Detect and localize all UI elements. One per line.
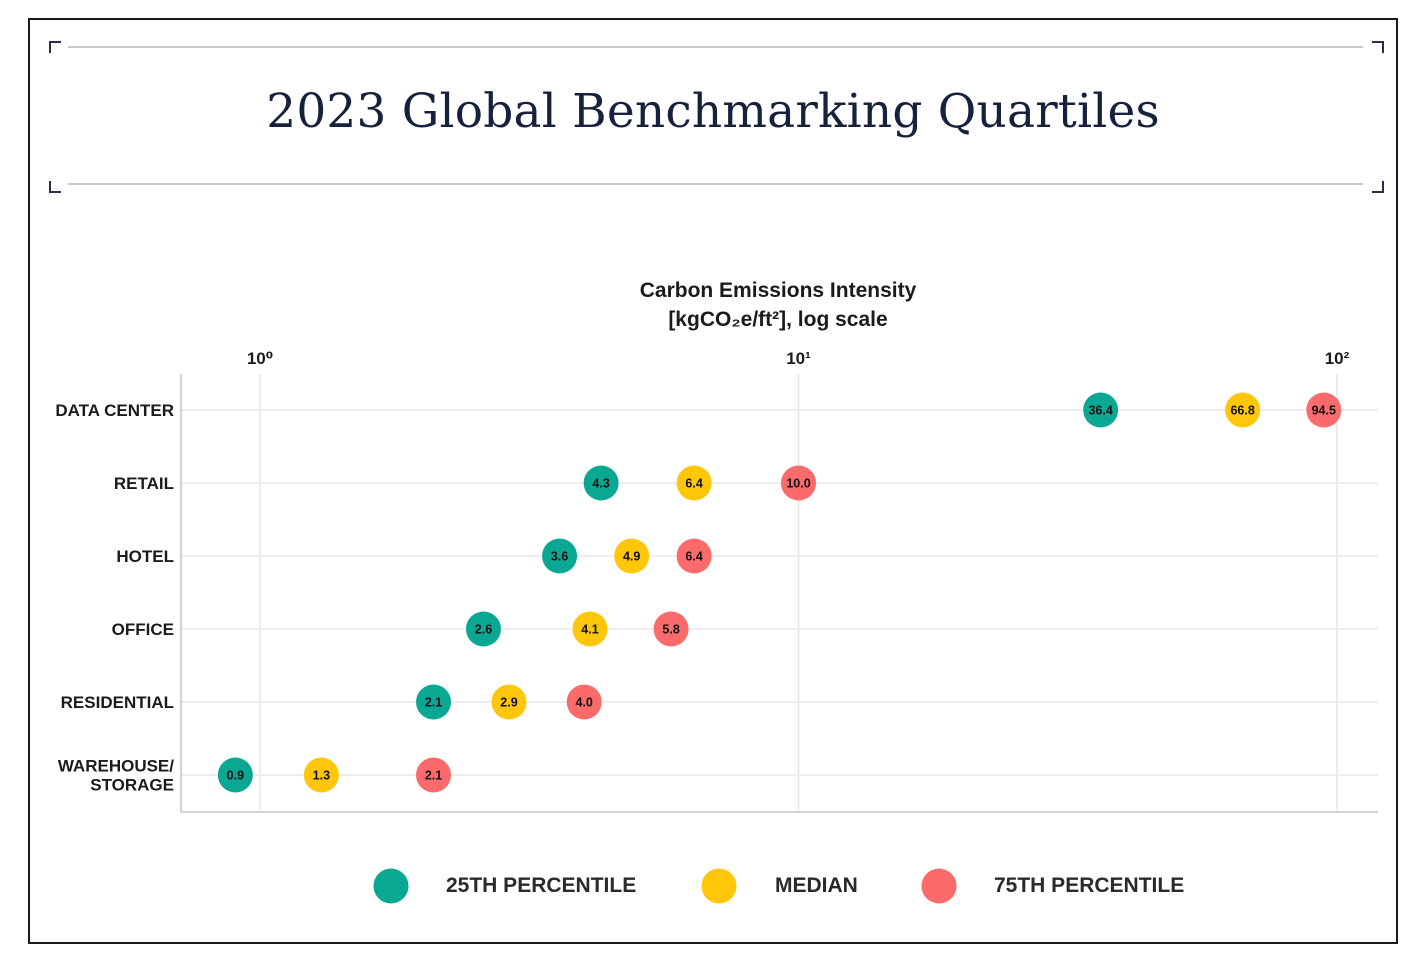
x-tick-label: 10⁰: [247, 349, 273, 368]
data-point: [676, 538, 712, 574]
data-label: 2.6: [475, 623, 492, 637]
data-point: [572, 611, 608, 647]
page-title: 2023 Global Benchmarking Quartiles: [266, 84, 1160, 139]
data-point: [217, 757, 253, 793]
axis-title: Carbon Emissions Intensity [kgCO₂e/ft²],…: [640, 279, 917, 331]
category-label: RESIDENTIAL: [61, 693, 174, 712]
data-label: 4.1: [581, 623, 598, 637]
data-point: [676, 465, 712, 501]
legend-label: MEDIAN: [775, 874, 858, 897]
axis-title-line-1: Carbon Emissions Intensity: [640, 279, 917, 302]
category-label: RETAIL: [114, 474, 174, 493]
data-point: [566, 684, 602, 720]
data-label: 1.3: [313, 769, 330, 783]
data-label: 66.8: [1230, 404, 1254, 418]
data-point: [583, 465, 619, 501]
legend-marker: [701, 868, 737, 904]
data-label: 2.1: [425, 769, 442, 783]
title-rule-top: [68, 46, 1363, 48]
category-label: OFFICE: [112, 620, 174, 639]
legend-label: 25TH PERCENTILE: [446, 874, 636, 897]
data-point: [1306, 392, 1342, 428]
title-rule-bottom: [68, 183, 1363, 185]
legend-marker: [921, 868, 957, 904]
x-tick-label: 10²: [1325, 349, 1350, 368]
data-point: [303, 757, 339, 793]
legend-marker: [373, 868, 409, 904]
category-label: WAREHOUSE/STORAGE: [58, 757, 174, 795]
data-point: [465, 611, 501, 647]
data-point: [653, 611, 689, 647]
data-point: [781, 465, 816, 501]
data-label: 6.4: [685, 477, 702, 491]
category-label: HOTEL: [116, 547, 174, 566]
data-label: 10.0: [786, 477, 810, 491]
corner-top-right: [1372, 41, 1384, 53]
corner-bottom-right: [1372, 181, 1384, 193]
data-label: 0.9: [227, 769, 244, 783]
data-label: 3.6: [551, 550, 568, 564]
data-label: 2.1: [425, 696, 442, 710]
data-label: 4.3: [592, 477, 609, 491]
data-label: 36.4: [1088, 404, 1112, 418]
data-label: 6.4: [685, 550, 702, 564]
data-label: 5.8: [662, 623, 679, 637]
data-point: [614, 538, 650, 574]
category-label: DATA CENTER: [55, 401, 174, 420]
data-point: [491, 684, 527, 720]
axis-title-line-2: [kgCO₂e/ft²], log scale: [668, 308, 887, 331]
corner-top-left: [49, 41, 61, 53]
corner-bottom-left: [49, 181, 61, 193]
data-point: [1225, 392, 1261, 428]
data-point: [542, 538, 578, 574]
chart-frame: [28, 18, 1398, 944]
data-point: [1083, 392, 1119, 428]
data-label: 94.5: [1312, 404, 1336, 418]
legend-label: 75TH PERCENTILE: [994, 874, 1184, 897]
x-tick-label: 10¹: [786, 349, 811, 368]
data-point: [416, 684, 452, 720]
data-label: 4.9: [623, 550, 640, 564]
data-point: [416, 757, 452, 793]
data-label: 2.9: [500, 696, 517, 710]
data-label: 4.0: [576, 696, 593, 710]
